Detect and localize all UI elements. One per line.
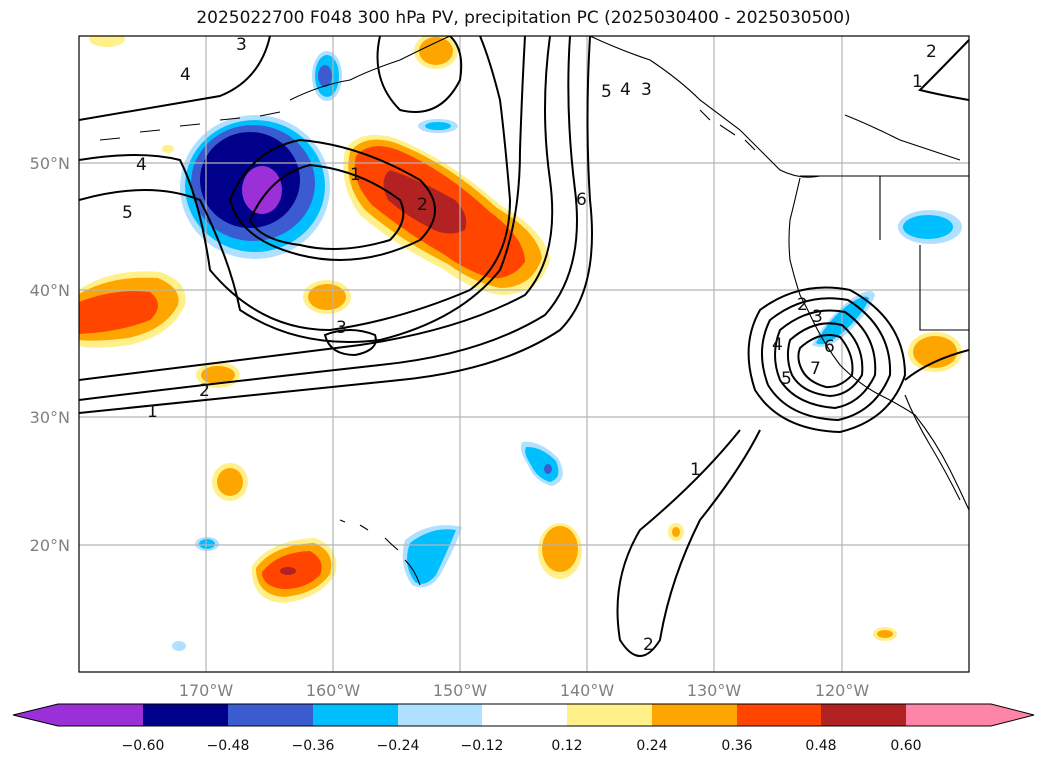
lat-tick-label: 40°N	[30, 281, 70, 300]
colorbar-tick-label: 0.36	[721, 738, 752, 754]
contour-label: 1	[912, 72, 923, 92]
colorbar-tick-label: −0.36	[292, 738, 335, 754]
contour-label: 7	[810, 359, 821, 379]
colorbar: −0.60 −0.48 −0.36 −0.24 −0.12 0.12 0.24 …	[12, 703, 1035, 754]
colorbar-tick-label: −0.24	[377, 738, 420, 754]
colorbar-bin	[58, 704, 143, 726]
contour-label-group: 3 4 5 4 1 2 3 2 1 5 4 3 6 2 1 2 3 4 5 6 …	[122, 35, 937, 655]
lat-tick-label: 20°N	[30, 536, 70, 555]
lon-axis: 170°W 160°W 150°W 140°W 130°W 120°W	[179, 681, 870, 700]
lon-tick-label: 160°W	[306, 681, 361, 700]
colorbar-tick-label: −0.60	[122, 738, 165, 754]
contour-label: 5	[601, 82, 612, 102]
gridlines	[79, 36, 969, 672]
colorbar-bin	[482, 704, 567, 726]
chart-title: 2025022700 F048 300 hPa PV, precipitatio…	[196, 8, 851, 28]
lon-tick-label: 120°W	[815, 681, 870, 700]
contour-label: 3	[812, 307, 823, 327]
contour-label: 2	[926, 42, 937, 62]
pv-contours	[79, 36, 969, 657]
colorbar-bin	[143, 704, 228, 726]
coastlines	[99, 36, 969, 586]
contour-label: 1	[690, 460, 701, 480]
contour-label: 2	[797, 295, 808, 315]
lat-axis: 50°N 40°N 30°N 20°N	[30, 154, 70, 555]
colorbar-bin	[737, 704, 821, 726]
colorbar-outline	[12, 703, 1035, 727]
colorbar-tick-label: −0.48	[207, 738, 250, 754]
contour-label: 4	[772, 335, 783, 355]
lat-tick-label: 50°N	[30, 154, 70, 173]
colorbar-bin	[906, 704, 991, 726]
colorbar-extend-low	[13, 704, 58, 726]
colorbar-extend-high	[991, 704, 1034, 726]
contour-label: 5	[781, 369, 792, 389]
colorbar-bin	[567, 704, 652, 726]
colorbar-bin	[228, 704, 313, 726]
contour-label: 4	[620, 80, 631, 100]
contour-label: 6	[576, 190, 587, 210]
contour-label: 4	[180, 65, 191, 85]
contour-label: 2	[199, 381, 210, 401]
contour-label: 2	[417, 195, 428, 215]
contour-label: 1	[147, 402, 158, 422]
contour-label: 1	[350, 165, 361, 185]
contour-label: 6	[824, 337, 835, 357]
colorbar-tick-label: 0.60	[890, 738, 921, 754]
contour-label: 3	[236, 35, 247, 55]
colorbar-tick-label: 0.12	[551, 738, 582, 754]
contour-label: 3	[336, 318, 347, 338]
colorbar-bin	[652, 704, 737, 726]
lon-tick-label: 140°W	[560, 681, 615, 700]
colorbar-bin	[821, 704, 906, 726]
colorbar-tick-label: −0.12	[461, 738, 504, 754]
colorbar-tick-label: 0.48	[805, 738, 836, 754]
lon-tick-label: 170°W	[179, 681, 234, 700]
contour-label: 2	[643, 635, 654, 655]
contour-label: 4	[136, 155, 147, 175]
contour-label: 5	[122, 203, 133, 223]
plot-frame	[78, 35, 970, 673]
lon-tick-label: 150°W	[433, 681, 488, 700]
lat-tick-label: 30°N	[30, 408, 70, 427]
contour-label: 3	[641, 80, 652, 100]
colorbar-tick-label: 0.24	[636, 738, 667, 754]
lon-tick-label: 130°W	[687, 681, 742, 700]
colorbar-bin	[398, 704, 482, 726]
colorbar-bin	[313, 704, 398, 726]
